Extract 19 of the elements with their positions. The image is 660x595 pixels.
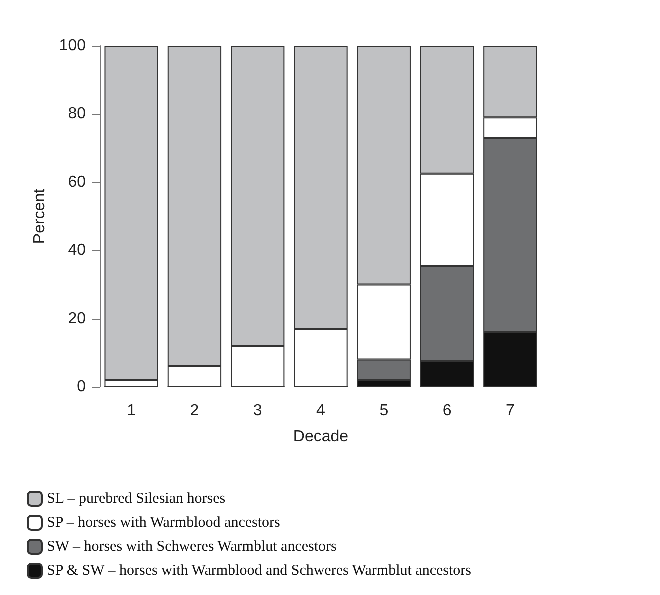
legend-label: SW – horses with Schweres Warmblut ancestors [47,539,338,555]
y-tick-label: 80 [68,106,86,123]
y-tick-label: 40 [68,242,86,260]
y-tick-label: 20 [68,310,86,328]
y-tick-label: 0 [77,378,86,396]
legend-label: SP & SW – horses with Warmblood and Schweres Warmblut ancestors [47,563,472,579]
legend-label: SP – horses with Warmblood ancestors [47,515,281,531]
x-tick-label: 1 [127,402,136,420]
x-tick-label: 4 [316,402,326,420]
y-axis-title: Percent [32,188,48,244]
x-tick-label: 3 [253,402,262,420]
x-axis-title: Decade [293,428,349,446]
y-tick-label: 100 [59,38,86,54]
x-tick-label: 7 [506,402,515,420]
legend-label: SL – purebred Silesian horses [47,491,226,507]
x-tick-label: 5 [380,402,389,420]
x-tick-label: 2 [190,402,200,420]
y-tick-label: 60 [68,174,86,191]
x-tick-label: 6 [442,402,452,420]
